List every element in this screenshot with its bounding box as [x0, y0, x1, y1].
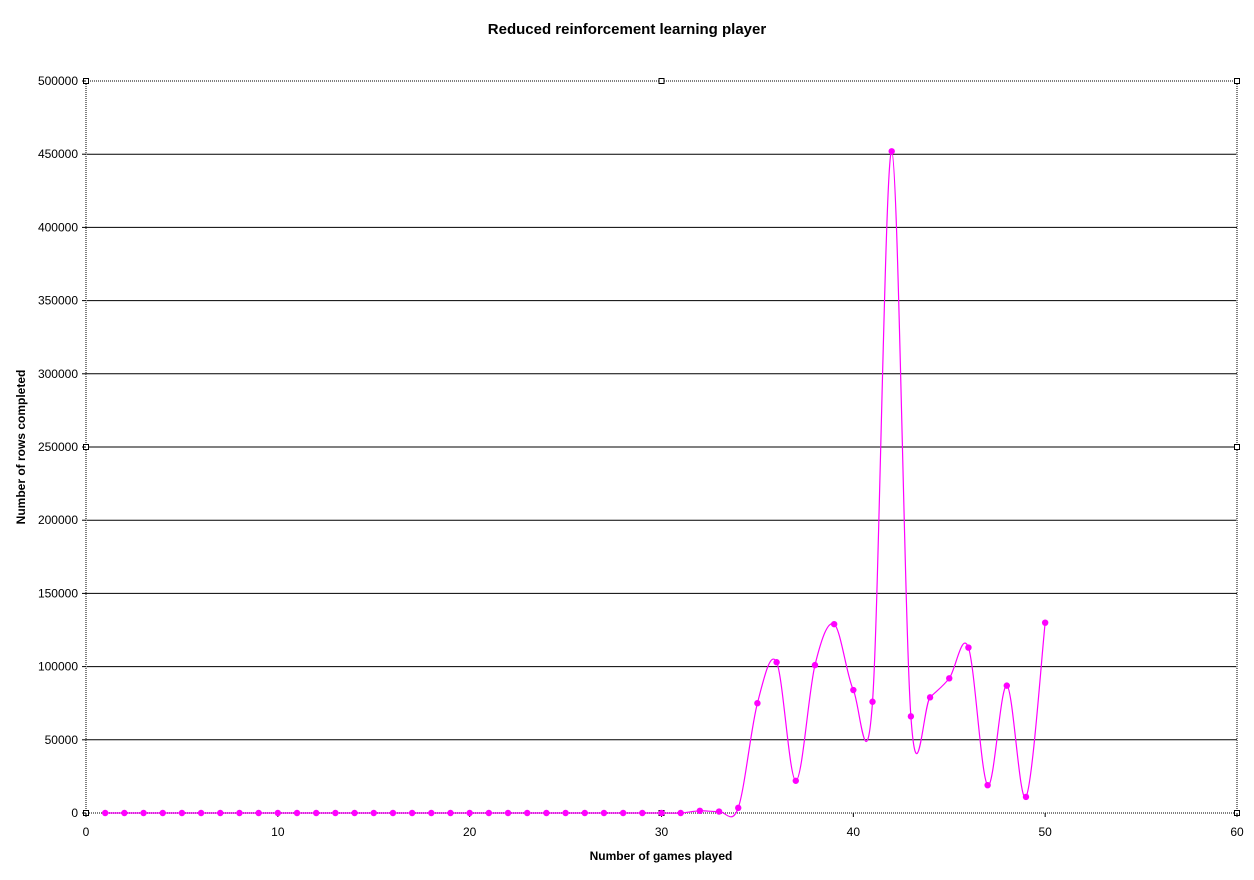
data-point [121, 809, 128, 817]
data-point [524, 809, 531, 817]
data-point [101, 809, 109, 817]
data-point [619, 809, 627, 817]
y-tick-label: 350000 [38, 294, 78, 308]
x-tick-label: 60 [1230, 825, 1244, 839]
data-point [140, 809, 147, 817]
data-point [888, 148, 895, 155]
data-point [773, 659, 780, 666]
data-point [907, 713, 915, 720]
data-point [332, 809, 339, 817]
data-point [543, 809, 550, 817]
y-tick-label: 200000 [38, 513, 78, 527]
data-point [293, 809, 301, 817]
y-tick-label: 0 [71, 806, 78, 820]
data-point [946, 675, 953, 682]
y-tick-label: 400000 [38, 220, 78, 234]
data-point [178, 809, 186, 817]
data-point [562, 809, 569, 817]
data-point [869, 698, 876, 705]
border-handle [1234, 444, 1240, 450]
data-point [984, 781, 991, 789]
data-point [639, 809, 646, 817]
data-point [1041, 619, 1049, 626]
data-point [735, 804, 742, 812]
y-axis-title: Number of rows completed [14, 370, 28, 525]
data-point [830, 620, 838, 628]
data-point [754, 700, 761, 707]
data-point [351, 809, 358, 817]
x-tick-label: 10 [271, 825, 285, 839]
data-point [504, 809, 512, 817]
data-point [313, 809, 320, 817]
data-point [715, 808, 723, 815]
data-point [159, 809, 166, 817]
data-point [236, 809, 243, 817]
border-handle [1234, 78, 1240, 84]
data-point [274, 809, 282, 817]
data-point [658, 809, 665, 817]
plot-area: 0 50000 100000 150000 200000 250000 300000 3500… [38, 74, 1244, 839]
data-point [370, 809, 377, 817]
data-point [792, 777, 799, 784]
data-point [696, 807, 704, 815]
y-tick-label: 450000 [38, 147, 78, 161]
data-point [600, 809, 608, 817]
y-tick-label: 150000 [38, 586, 78, 600]
x-tick-label: 50 [1038, 825, 1052, 839]
data-point [1003, 682, 1010, 689]
border-handle [658, 78, 665, 84]
series-line [105, 150, 1046, 818]
y-tick-label: 250000 [38, 440, 78, 454]
y-tick-label: 50000 [45, 733, 79, 747]
data-point [447, 809, 454, 817]
x-tick-label: 20 [463, 825, 477, 839]
data-point [466, 809, 473, 817]
x-tick-label: 30 [655, 825, 669, 839]
data-point [677, 809, 684, 817]
data-point [408, 809, 416, 817]
data-point [485, 809, 493, 817]
data-point [926, 694, 934, 701]
chart-title: Reduced reinforcement learning player [488, 21, 767, 38]
data-point [965, 644, 972, 651]
data-point [197, 809, 205, 817]
data-point [428, 809, 435, 817]
x-tick-label: 40 [847, 825, 861, 839]
y-tick-label: 300000 [38, 367, 78, 381]
y-tick-label: 100000 [38, 660, 78, 674]
y-tick-label: 500000 [38, 74, 78, 88]
data-point [389, 809, 397, 817]
x-tick-label: 0 [83, 825, 90, 839]
data-point [850, 686, 857, 694]
data-point [811, 661, 819, 669]
x-axis-title: Number of games played [590, 849, 733, 863]
data-point [217, 809, 224, 817]
data-point [1022, 793, 1030, 801]
data-point [581, 809, 588, 817]
data-point [255, 809, 262, 817]
